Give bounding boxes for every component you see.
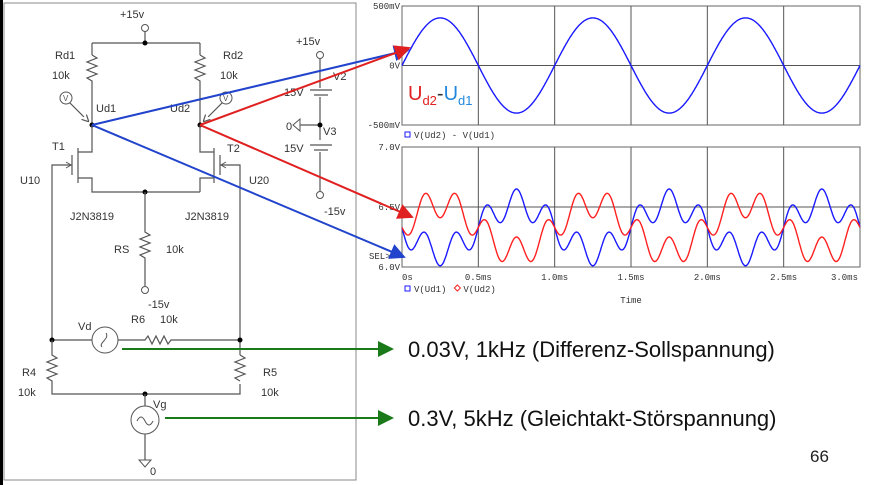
supply-pos-label: +15v bbox=[296, 36, 321, 48]
r4-resistor bbox=[45, 340, 241, 395]
x-axis-label: Time bbox=[620, 296, 642, 306]
vee-terminal bbox=[141, 286, 149, 294]
series-line-v-ud2- bbox=[401, 192, 861, 263]
legend-label: V(Ud2) bbox=[463, 285, 495, 295]
left-edge bbox=[0, 0, 3, 485]
t1-jfet bbox=[51, 125, 200, 340]
probe-ud1-icon bbox=[59, 91, 73, 105]
rd1-value: 10k bbox=[52, 70, 70, 82]
vcc-label: +15v bbox=[120, 9, 145, 21]
t1-model: J2N3819 bbox=[70, 211, 114, 223]
v3-value: 15V bbox=[284, 143, 304, 155]
y-tick-label: 6.0V bbox=[378, 263, 400, 273]
r6-value: 10k bbox=[160, 314, 178, 326]
vg-label: Vg bbox=[153, 399, 166, 411]
rs-value: 10k bbox=[166, 244, 184, 256]
t2-jfet bbox=[199, 125, 241, 340]
y-tick-label: 7.0V bbox=[378, 143, 400, 153]
x-tick-label: 1.0ms bbox=[541, 273, 568, 283]
y-tick-label: -500mV bbox=[368, 121, 401, 131]
r6-label: R6 bbox=[131, 314, 145, 326]
sine-icon bbox=[100, 332, 108, 348]
legend-label: V(Ud1) bbox=[414, 285, 446, 295]
supply-neg-label: -15v bbox=[324, 206, 346, 218]
svg-text:V: V bbox=[223, 94, 229, 103]
sine-icon bbox=[136, 416, 154, 426]
ground-icon bbox=[292, 117, 301, 133]
x-tick-label: 2.0ms bbox=[694, 273, 721, 283]
y-tick-label: 500mV bbox=[373, 2, 401, 12]
rd2-value: 10k bbox=[220, 70, 238, 82]
r5-resistor bbox=[233, 354, 247, 382]
x-tick-label: 0s bbox=[402, 273, 413, 283]
legend-marker-square bbox=[404, 285, 411, 292]
sel-marker: SEL>> bbox=[369, 252, 396, 262]
legend-marker-diamond bbox=[453, 284, 462, 292]
probe-ud2-icon bbox=[219, 91, 233, 105]
r5-label: R5 bbox=[263, 367, 277, 379]
schematic-frame bbox=[3, 2, 357, 481]
x-tick-label: 1.5ms bbox=[617, 273, 644, 283]
vd-label: Vd bbox=[78, 321, 91, 333]
y-tick-label: 0V bbox=[389, 62, 400, 72]
x-tick-label: 0.5ms bbox=[465, 273, 492, 283]
ud1-to-diff-arrow bbox=[91, 45, 410, 126]
v3-label: V3 bbox=[323, 126, 336, 138]
schematic: +15v Rd1 10k Rd2 10k Ud1 Ud2 V V T1 T2 U… bbox=[3, 2, 357, 481]
ground-icon bbox=[137, 459, 153, 468]
rs-label: RS bbox=[114, 244, 129, 256]
t1-label: T1 bbox=[52, 141, 65, 153]
x-tick-label: 2.5ms bbox=[770, 273, 797, 283]
rd1-resistor bbox=[85, 54, 99, 125]
rd1-label: Rd1 bbox=[55, 50, 75, 62]
legend-marker-square bbox=[404, 131, 411, 138]
t2-label: T2 bbox=[227, 143, 240, 155]
series-line-v-ud2-v-ud1- bbox=[401, 17, 861, 114]
vg-description: 0.3V, 5kHz (Gleichtakt-Störspannung) bbox=[408, 406, 777, 431]
svg-text:V: V bbox=[63, 94, 69, 103]
ud1-to-plot-arrow bbox=[91, 124, 406, 259]
rs-resistor bbox=[138, 192, 152, 286]
rd2-label: Rd2 bbox=[223, 50, 243, 62]
page-number: 66 bbox=[810, 447, 829, 466]
rd2-resistor bbox=[193, 54, 207, 125]
r4-label: R4 bbox=[22, 367, 36, 379]
r4-value: 10k bbox=[18, 387, 36, 399]
ud2-to-diff-arrow bbox=[199, 45, 411, 126]
v2-value: 15V bbox=[284, 87, 304, 99]
gnd-label: 0 bbox=[150, 466, 156, 478]
diff-voltage-plot: 500mV 0V -500mV V(Ud2) - V(Ud1) bbox=[368, 2, 861, 141]
drain-voltage-plot: 7.0V6.5V6.0V0s0.5ms1.0ms1.5ms2.0ms2.5ms3… bbox=[369, 143, 861, 306]
u10-label: U10 bbox=[20, 175, 40, 187]
ud2-to-plot-arrow bbox=[199, 124, 414, 219]
ud1-label: Ud1 bbox=[96, 103, 116, 115]
supply-gnd-label: 0 bbox=[286, 121, 292, 133]
x-tick-label: 3.0ms bbox=[831, 273, 858, 283]
vee-label: -15v bbox=[148, 299, 170, 311]
r5-value: 10k bbox=[261, 387, 279, 399]
diff-label: Ud2-Ud1 bbox=[408, 83, 473, 108]
vcc-terminal bbox=[141, 24, 149, 32]
u20-label: U20 bbox=[249, 175, 269, 187]
legend-label: V(Ud2) - V(Ud1) bbox=[414, 131, 495, 141]
vd-description: 0.03V, 1kHz (Differenz-Sollspannung) bbox=[408, 337, 775, 362]
t2-model: J2N3819 bbox=[185, 211, 229, 223]
